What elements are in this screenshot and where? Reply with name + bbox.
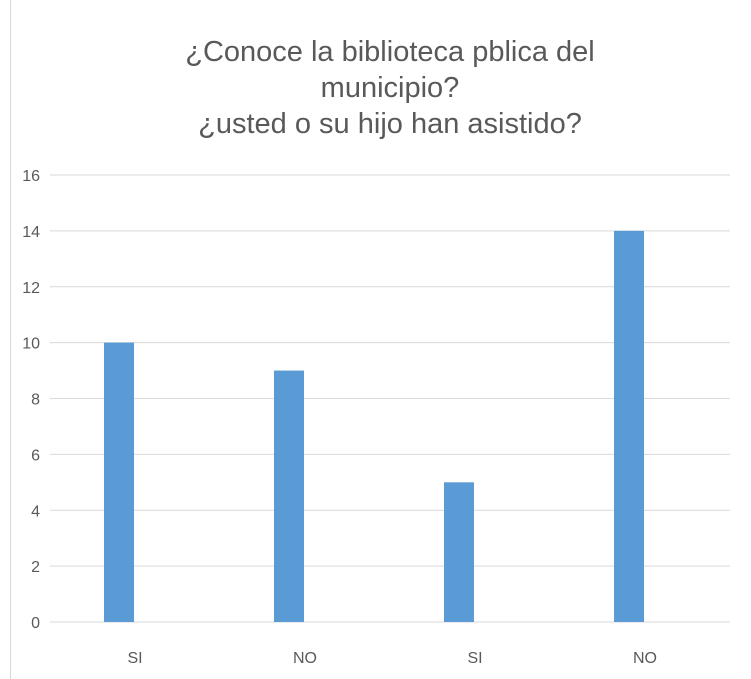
- y-axis-tick-labels: 0 2 4 6 8 10 12 14 16: [22, 168, 40, 632]
- y-tick-label: 16: [22, 168, 40, 185]
- y-tick-label: 8: [31, 392, 40, 409]
- chart-title-line-1: ¿Conoce la biblioteca pblica del: [185, 36, 595, 68]
- bar-2-no: [274, 370, 304, 622]
- left-border-line: [10, 0, 11, 679]
- y-tick-label: 0: [31, 615, 40, 632]
- bar-3-si: [444, 482, 474, 622]
- chart-title: ¿Conoce la biblioteca pblica del municip…: [60, 34, 720, 142]
- x-tick-label: SI: [467, 650, 482, 667]
- y-tick-label: 2: [31, 559, 40, 576]
- y-tick-label: 12: [22, 280, 40, 297]
- x-tick-label: SI: [127, 650, 142, 667]
- y-tick-label: 14: [22, 224, 40, 241]
- y-tick-label: 10: [22, 336, 40, 353]
- x-tick-label: NO: [293, 650, 317, 667]
- bars: [104, 230, 644, 622]
- y-tick-label: 4: [31, 503, 40, 520]
- chart-title-line-3: ¿usted o su hijo han asistido?: [198, 108, 582, 140]
- bar-1-si: [104, 342, 134, 622]
- bar-4-no: [614, 230, 644, 622]
- x-tick-label: NO: [633, 650, 657, 667]
- x-axis-tick-labels: SI NO SI NO: [127, 650, 657, 667]
- y-tick-label: 6: [31, 447, 40, 464]
- chart-title-line-2: municipio?: [320, 72, 460, 104]
